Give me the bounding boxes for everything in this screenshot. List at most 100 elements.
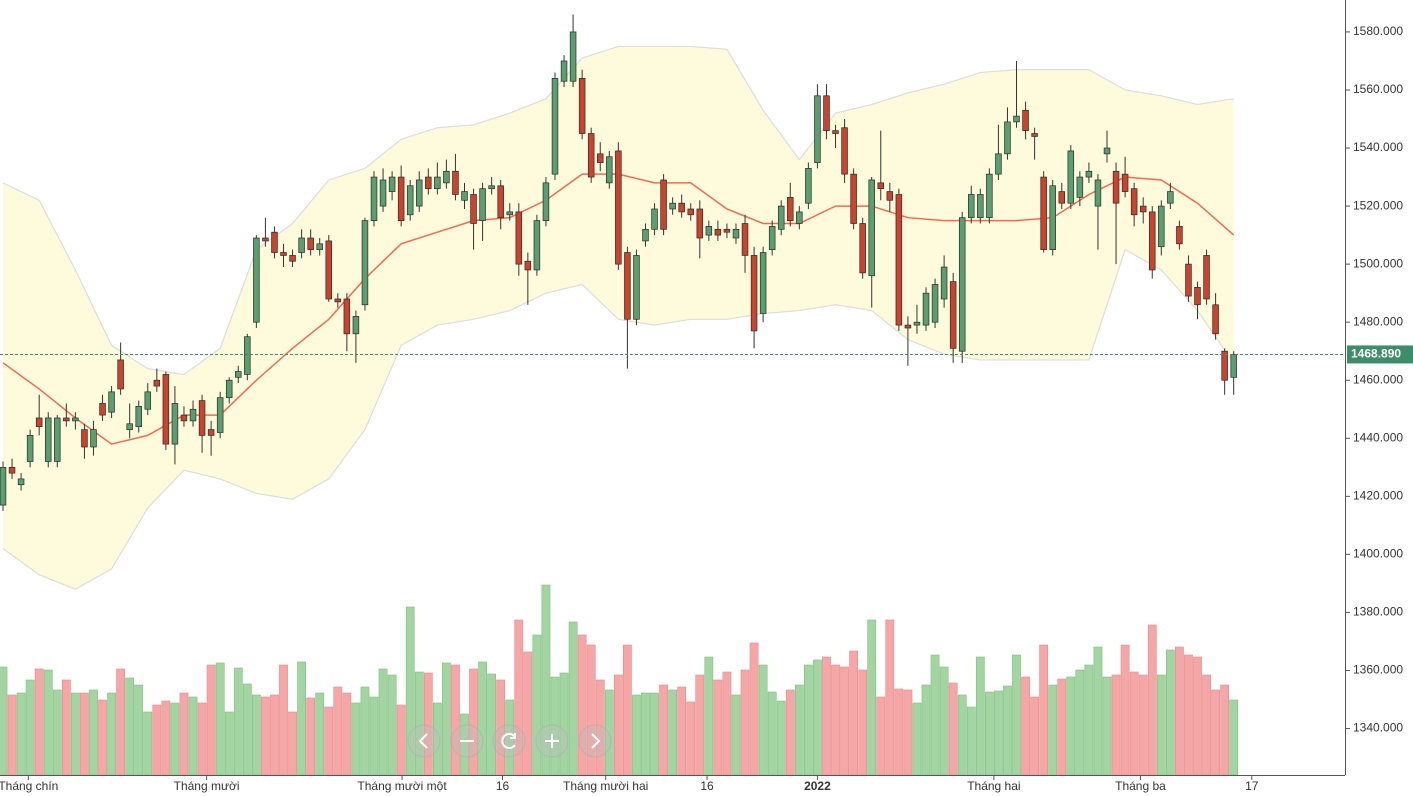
volume-bar — [921, 684, 931, 776]
candle-body — [615, 150, 622, 265]
candle-body — [877, 182, 885, 190]
volume-bar — [894, 688, 904, 776]
candle-body — [461, 191, 468, 201]
volume-bar — [469, 668, 478, 776]
candle-body — [1221, 350, 1228, 381]
candle-body — [651, 208, 658, 230]
last-price-label: 1468.890 — [1351, 347, 1401, 361]
volume-bar — [731, 694, 741, 776]
candle-body — [144, 391, 152, 410]
volume-bar — [749, 642, 759, 776]
candle-body — [1149, 211, 1156, 271]
volume-bar — [0, 666, 8, 776]
scroll-right-button[interactable] — [578, 724, 612, 758]
volume-bar — [52, 689, 62, 776]
y-tick-label: 1540.000 — [1353, 140, 1403, 154]
candle-body — [253, 237, 260, 323]
candle-body — [171, 403, 179, 445]
candle-body — [207, 429, 215, 436]
volume-bar — [559, 672, 569, 776]
candle-body — [750, 255, 758, 332]
volume-bar — [1093, 646, 1103, 776]
candle-body — [1158, 205, 1165, 248]
candle-body — [841, 127, 848, 175]
candle-body — [796, 211, 803, 224]
volume-bar — [903, 689, 913, 776]
candle-body — [805, 168, 812, 204]
volume-bar — [1202, 674, 1211, 776]
candle-body — [343, 298, 351, 335]
candle-body — [859, 223, 866, 274]
volume-bar — [1021, 676, 1030, 776]
volume-bar — [1138, 674, 1148, 776]
candle-body — [578, 78, 586, 134]
volume-bar — [668, 689, 678, 776]
candle-body — [325, 240, 333, 300]
x-tick-label: Tháng mười — [174, 779, 240, 793]
candle-body — [225, 379, 233, 399]
volume-bar — [71, 692, 80, 776]
volume-bar — [89, 689, 98, 776]
candle-body — [54, 417, 61, 462]
candle-body — [1203, 255, 1210, 300]
candle-body — [1031, 133, 1038, 137]
volume-bar — [659, 684, 668, 776]
x-tick-label: 2022 — [804, 779, 831, 793]
volume-bar — [876, 696, 886, 776]
volume-bar — [333, 686, 343, 776]
candle-body — [904, 324, 912, 329]
volume-bar — [396, 704, 406, 776]
x-tick-label: Tháng chín — [0, 779, 58, 793]
candle-body — [8, 466, 16, 474]
zoom-in-button[interactable] — [535, 724, 569, 758]
volume-bar — [224, 711, 234, 776]
candle-body — [352, 316, 360, 335]
candle-body — [17, 478, 25, 486]
reset-button[interactable] — [492, 724, 526, 758]
candle-body — [126, 423, 133, 430]
candle-body — [1040, 176, 1047, 250]
candle-body — [524, 260, 532, 271]
candle-body — [117, 359, 124, 390]
candle-body — [515, 211, 523, 265]
volume-bar — [360, 686, 370, 776]
volume-bar — [315, 692, 325, 776]
volume-bar — [831, 664, 840, 776]
candle-body — [995, 153, 1002, 175]
volume-bar — [61, 679, 71, 776]
volume-bar — [288, 711, 297, 776]
volume-bar — [948, 682, 958, 776]
volume-bar — [179, 692, 189, 776]
volume-bar — [686, 701, 696, 776]
volume-bar — [414, 671, 424, 776]
candle-body — [913, 321, 921, 326]
x-tick-label: Tháng mười hai — [563, 779, 648, 793]
volume-bar — [7, 694, 17, 776]
volume-bar — [994, 690, 1003, 776]
candle-body — [397, 176, 405, 221]
volume-bar — [297, 661, 306, 776]
candle-body — [153, 379, 161, 387]
volume-bar — [251, 694, 261, 776]
volume-bar — [767, 691, 777, 776]
candle-body — [90, 429, 97, 448]
band-area — [2, 46, 1234, 590]
volume-bar — [1057, 678, 1067, 776]
y-tick-label: 1520.000 — [1353, 198, 1403, 212]
zoom-out-button[interactable] — [450, 724, 484, 758]
volume-bar — [984, 691, 994, 776]
scroll-left-button[interactable] — [407, 724, 441, 758]
volume-bar — [695, 674, 705, 776]
volume-bar — [342, 692, 352, 776]
volume-bar — [713, 679, 723, 776]
candle-body — [624, 252, 631, 320]
candle-body — [271, 231, 278, 253]
volume-bar — [704, 656, 714, 776]
volume-bar — [279, 664, 288, 776]
volume-bar — [1211, 689, 1220, 776]
candle-body — [488, 185, 495, 190]
last-price-box — [1347, 345, 1413, 364]
volume-bar — [613, 674, 623, 776]
volume-bar — [840, 666, 849, 776]
